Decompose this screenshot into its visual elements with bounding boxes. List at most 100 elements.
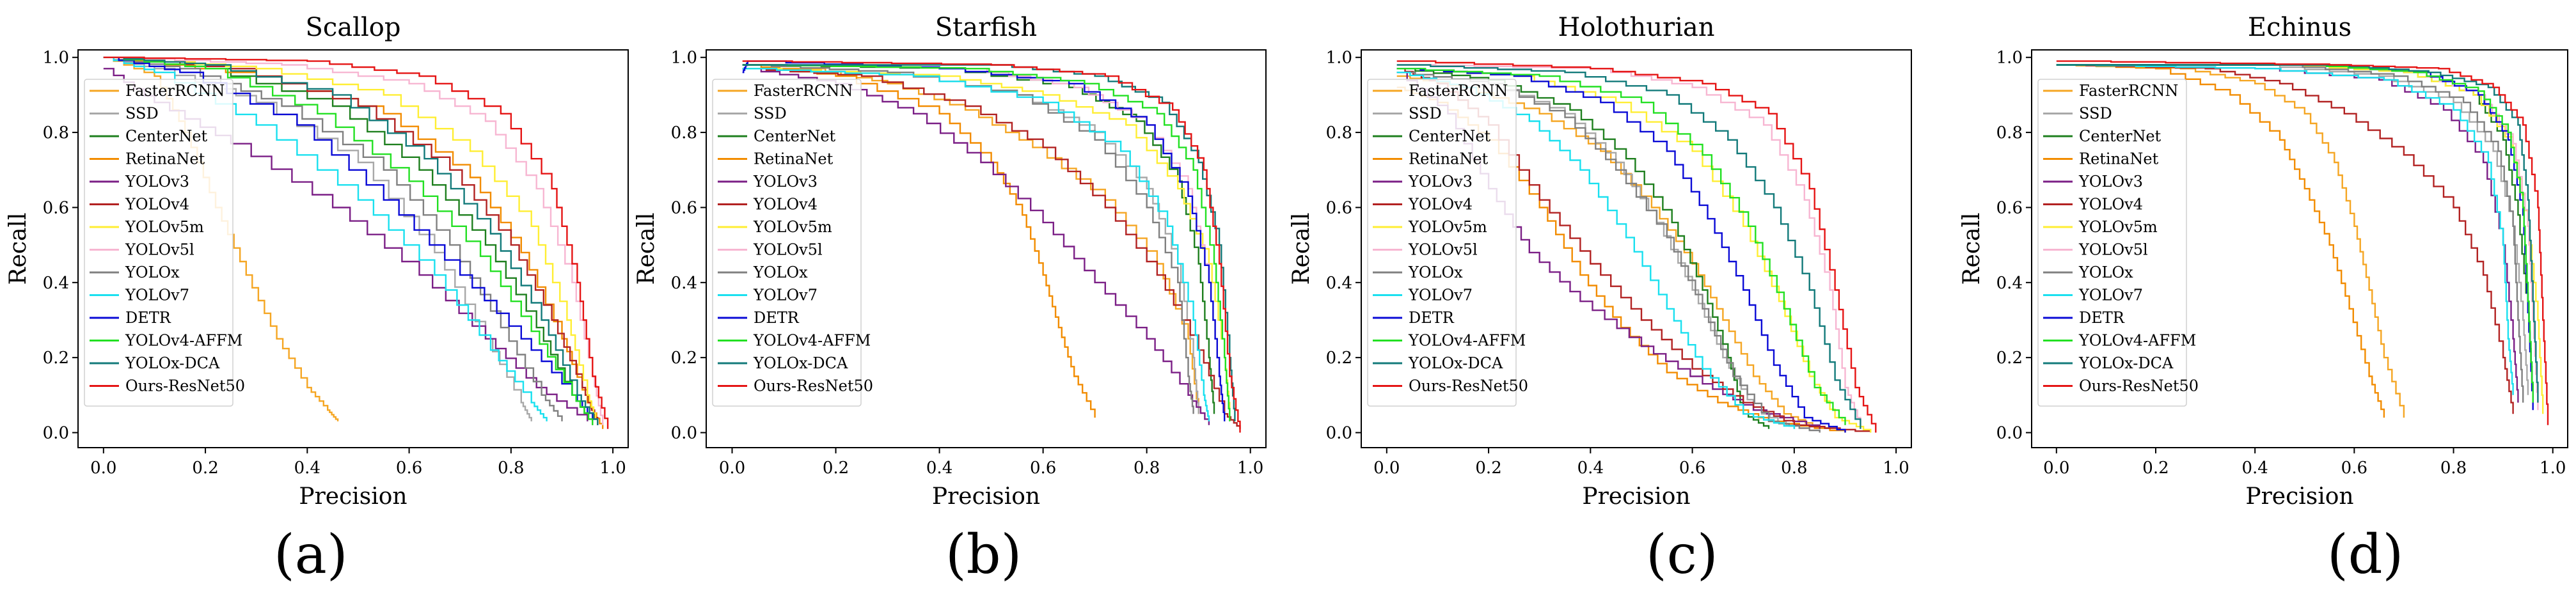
x-tick-label: 0.0 [90, 459, 116, 478]
legend-box [2037, 79, 2187, 407]
x-tick-label: 0.4 [1577, 459, 1604, 478]
series-line-yolov5m [103, 56, 599, 425]
series-line-yolov5l [1396, 64, 1861, 425]
panel-tag-b: (b) [945, 523, 1022, 586]
legend-entry: YOLOv4-AFFM [1408, 332, 1526, 350]
y-tick-label: 0.2 [1996, 349, 2023, 368]
legend-entry: YOLOv4 [2078, 196, 2143, 214]
chart-title: Echinus [2248, 13, 2351, 42]
x-axis-label: Precision [2245, 483, 2353, 510]
legend-box [84, 79, 233, 407]
legend-entry: DETR [754, 309, 800, 327]
plot-frame [77, 49, 629, 448]
legend-entry: RetinaNet [1409, 150, 1489, 168]
series-line-yolov4-affm [2056, 64, 2534, 403]
y-tick-label: 0.6 [1326, 198, 1352, 217]
legend-entry: CenterNet [754, 127, 836, 145]
legend-entry: YOLOv5l [2078, 241, 2148, 259]
series-line-yolox [103, 56, 563, 421]
series-line-yolov4 [742, 68, 1241, 429]
y-tick-label: 0.0 [43, 424, 69, 443]
x-tick-label: 0.8 [498, 459, 524, 478]
legend: FasterRCNN SSD CenterNet RetinaNet YOLOv3 YOL… [1367, 79, 1528, 407]
legend-entry: Ours-ResNet50 [2079, 377, 2199, 395]
legend-entry: YOLOv3 [2078, 173, 2143, 191]
y-tick-label: 0.4 [1996, 274, 2023, 293]
series-line-retinanet [2056, 64, 2385, 418]
x-axis-label: Precision [1582, 483, 1690, 510]
chart-title: Scallop [306, 13, 401, 42]
y-tick-label: 1.0 [1326, 49, 1352, 68]
legend-entry: YOLOv7 [125, 286, 189, 304]
x-tick-label: 0.6 [2341, 459, 2367, 478]
y-tick-label: 0.6 [43, 198, 69, 217]
series-line-fasterrcnn [2056, 64, 2405, 418]
legend-entry: RetinaNet [754, 150, 834, 168]
legend-entry: YOLOx [125, 263, 180, 281]
x-tick-label: 0.8 [1134, 459, 1160, 478]
y-tick-label: 0.2 [671, 349, 697, 368]
legend-entry: YOLOx-DCA [1408, 354, 1503, 372]
x-tick-label: 0.2 [192, 459, 218, 478]
legend-entry: YOLOv5m [2078, 218, 2158, 236]
y-tick-label: 0.8 [43, 123, 69, 143]
legend-entry: SSD [754, 105, 787, 123]
series-line-yolov7 [2056, 64, 2514, 395]
legend-entry: FasterRCNN [754, 82, 853, 100]
y-axis-label: Recall [1959, 212, 1985, 285]
series-line-yolox-dca [1396, 64, 1861, 429]
series-group [742, 60, 1241, 433]
y-tick-label: 0.4 [43, 274, 69, 293]
x-tick-label: 0.0 [1373, 459, 1400, 478]
x-tick-label: 0.0 [2043, 459, 2069, 478]
x-tick-label: 0.6 [396, 459, 422, 478]
series-line-yolov4 [2056, 64, 2514, 414]
x-tick-label: 1.0 [1237, 459, 1263, 478]
legend-entry: YOLOv7 [2078, 286, 2143, 304]
chart-title: Holothurian [1558, 13, 1715, 42]
y-axis-label: Recall [1288, 212, 1315, 285]
chart-panel-starfish: Starfish 0.0 0.2 0.4 0.6 0.8 1.0 0.0 0.2 0.4 0.6 0.… [633, 13, 1267, 510]
legend: FasterRCNN SSD CenterNet RetinaNet YOLOv3 YOL… [2037, 79, 2199, 407]
legend: FasterRCNN SSD CenterNet RetinaNet YOLOv3 YOL… [712, 79, 873, 407]
y-axis-label: Recall [633, 212, 660, 285]
plot-frame [2031, 49, 2568, 448]
legend-entry: SSD [1409, 105, 1442, 123]
x-tick-label: 0.0 [719, 459, 745, 478]
legend-entry: YOLOv3 [1408, 173, 1473, 191]
series-line-yolox-dca [103, 56, 599, 425]
chart-title: Starfish [935, 13, 1037, 42]
series-line-yolov4-affm [742, 64, 1231, 421]
legend-entry: YOLOv4-AFFM [753, 332, 871, 350]
legend-entry: Ours-ResNet50 [1409, 377, 1528, 395]
y-tick-label: 0.8 [1996, 123, 2023, 143]
plot-frame [706, 49, 1267, 448]
y-tick-label: 0.0 [1996, 424, 2023, 443]
series-line-ssd [2056, 64, 2529, 395]
legend-entry: YOLOv5l [125, 241, 194, 259]
x-tick-label: 0.2 [1475, 459, 1501, 478]
legend-entry: Ours-ResNet50 [125, 377, 245, 395]
legend-entry: YOLOv5l [753, 241, 823, 259]
series-line-ours-resnet50 [2056, 60, 2549, 425]
x-axis-label: Precision [932, 483, 1040, 510]
y-tick-label: 0.4 [1326, 274, 1352, 293]
series-line-ours-resnet50 [1396, 60, 1877, 433]
x-tick-label: 0.8 [2440, 459, 2467, 478]
legend-entry: YOLOv3 [125, 173, 189, 191]
x-tick-label: 0.4 [294, 459, 320, 478]
legend-entry: DETR [2079, 309, 2125, 327]
x-tick-label: 1.0 [2540, 459, 2566, 478]
legend-entry: RetinaNet [2079, 150, 2159, 168]
plot-frame [1361, 49, 1912, 448]
legend-entry: YOLOv4 [753, 196, 818, 214]
series-line-yolov4-affm [103, 56, 594, 425]
chart-panel-holothurian: Holothurian 0.0 0.2 0.4 0.6 0.8 1.0 0.0 0.2 0.4 0.… [1288, 13, 1912, 510]
x-tick-label: 0.4 [926, 459, 952, 478]
y-tick-label: 1.0 [1996, 49, 2023, 68]
legend-entry: SSD [125, 105, 159, 123]
panel-tag-c: (c) [1646, 523, 1718, 586]
legend-entry: YOLOv7 [753, 286, 818, 304]
legend-entry: RetinaNet [125, 150, 205, 168]
